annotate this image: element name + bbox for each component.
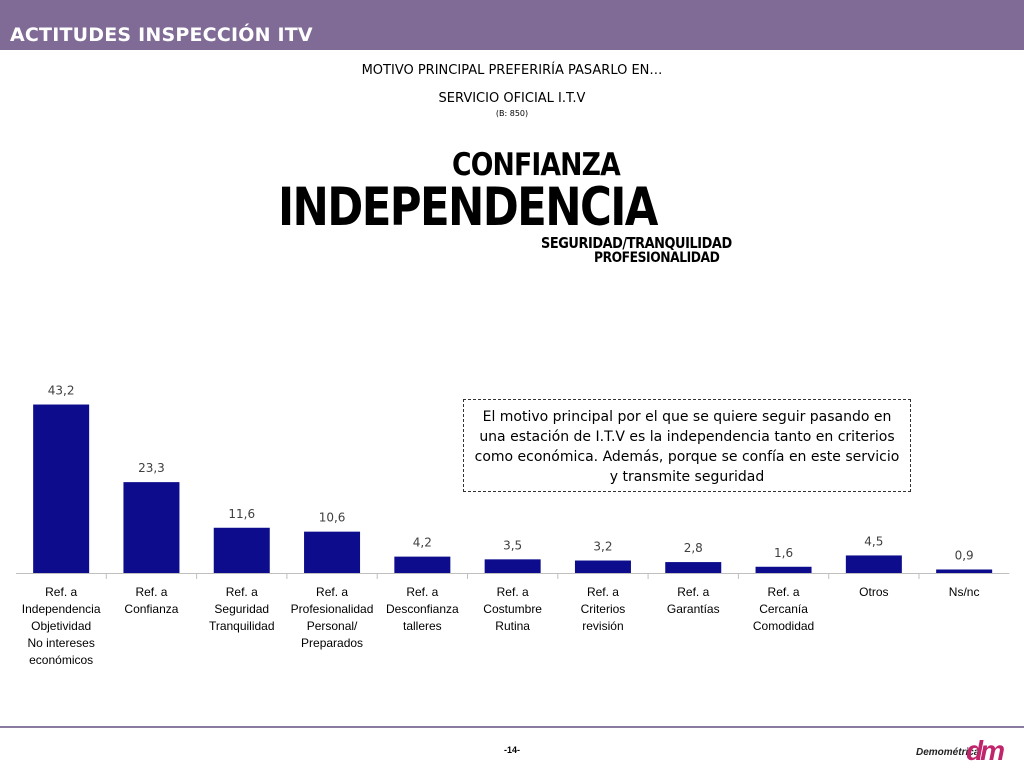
bar-chart: 43,2 Ref. a Independencia Objetividad No int…: [16, 384, 1010, 667]
category-label: Desconfianza: [386, 602, 459, 616]
category-label: Ref. a: [677, 585, 709, 599]
word-confianza: CONFIANZA: [452, 147, 621, 183]
page-number: -14-: [503, 745, 520, 755]
category-label: Ref. a: [406, 585, 438, 599]
category-label: Costumbre: [483, 602, 542, 616]
word-profesionalidad: PROFESIONALIDAD: [594, 250, 720, 266]
bar: [936, 569, 993, 573]
category-label: Ref. a: [135, 585, 167, 599]
page-title: ACTITUDES INSPECCIÓN ITV: [10, 24, 313, 46]
bar: [845, 555, 902, 573]
category-label: talleres: [403, 619, 442, 633]
bar: [394, 556, 451, 573]
category-label: No intereses: [27, 636, 94, 650]
data-label: 0,9: [955, 548, 974, 562]
data-label: 11,6: [228, 507, 255, 521]
bar: [755, 566, 812, 573]
category-label: revisión: [582, 619, 623, 633]
bar: [123, 482, 180, 573]
header-bar: ACTITUDES INSPECCIÓN ITV: [0, 0, 1024, 50]
category-label: Ref. a: [316, 585, 348, 599]
bar: [484, 559, 541, 573]
bar: [213, 527, 270, 573]
data-label: 3,5: [503, 538, 522, 552]
category-label: Cercanía: [759, 602, 808, 616]
footer-divider: [0, 726, 1024, 728]
data-label: 10,6: [319, 511, 346, 525]
data-label: 1,6: [774, 546, 793, 560]
category-label: Otros: [859, 585, 888, 599]
category-label: Ns/nc: [949, 585, 980, 599]
category-label: Ref. a: [45, 585, 77, 599]
category-label: Rutina: [495, 619, 530, 633]
category-label: económicos: [29, 653, 93, 667]
word-independencia: INDEPENDENCIA: [278, 177, 658, 238]
callout-text: El motivo principal por el que se quiere…: [474, 409, 900, 485]
company-logo: Demométrica dm: [916, 736, 1021, 766]
bar: [33, 404, 90, 573]
data-label: 23,3: [138, 461, 165, 475]
data-label: 43,2: [48, 384, 75, 398]
data-label: 2,8: [684, 541, 703, 555]
segment-label: SERVICIO OFICIAL I.T.V: [438, 91, 586, 106]
category-label: Seguridad: [214, 602, 269, 616]
category-label: Ref. a: [768, 585, 800, 599]
bar: [574, 560, 631, 573]
category-label: Independencia: [22, 602, 101, 616]
category-label: Preparados: [301, 636, 363, 650]
category-label: Ref. a: [497, 585, 529, 599]
logo-text: Demométrica: [916, 747, 980, 758]
category-label: Personal/: [307, 619, 358, 633]
logo-mark: dm: [966, 735, 1005, 766]
sample-base: (B: 850): [495, 109, 529, 118]
callout-box: El motivo principal por el que se quiere…: [463, 399, 911, 492]
bar: [665, 562, 722, 573]
category-label: Profesionalidad: [291, 602, 374, 616]
category-label: Ref. a: [587, 585, 619, 599]
category-label: Ref. a: [226, 585, 258, 599]
question-text: MOTIVO PRINCIPAL PREFERIRÍA PASARLO EN…: [361, 63, 663, 78]
data-label: 3,2: [593, 540, 612, 554]
category-label: Confianza: [124, 602, 178, 616]
category-label: Objetividad: [31, 619, 91, 633]
category-label: Comodidad: [753, 619, 814, 633]
data-label: 4,2: [413, 536, 432, 550]
data-label: 4,5: [864, 534, 883, 548]
bar: [304, 531, 361, 573]
category-label: Garantías: [667, 602, 720, 616]
word-seguridad: SEGURIDAD/TRANQUILIDAD: [541, 234, 732, 252]
category-label: Tranquilidad: [209, 619, 275, 633]
category-label: Criterios: [581, 602, 626, 616]
